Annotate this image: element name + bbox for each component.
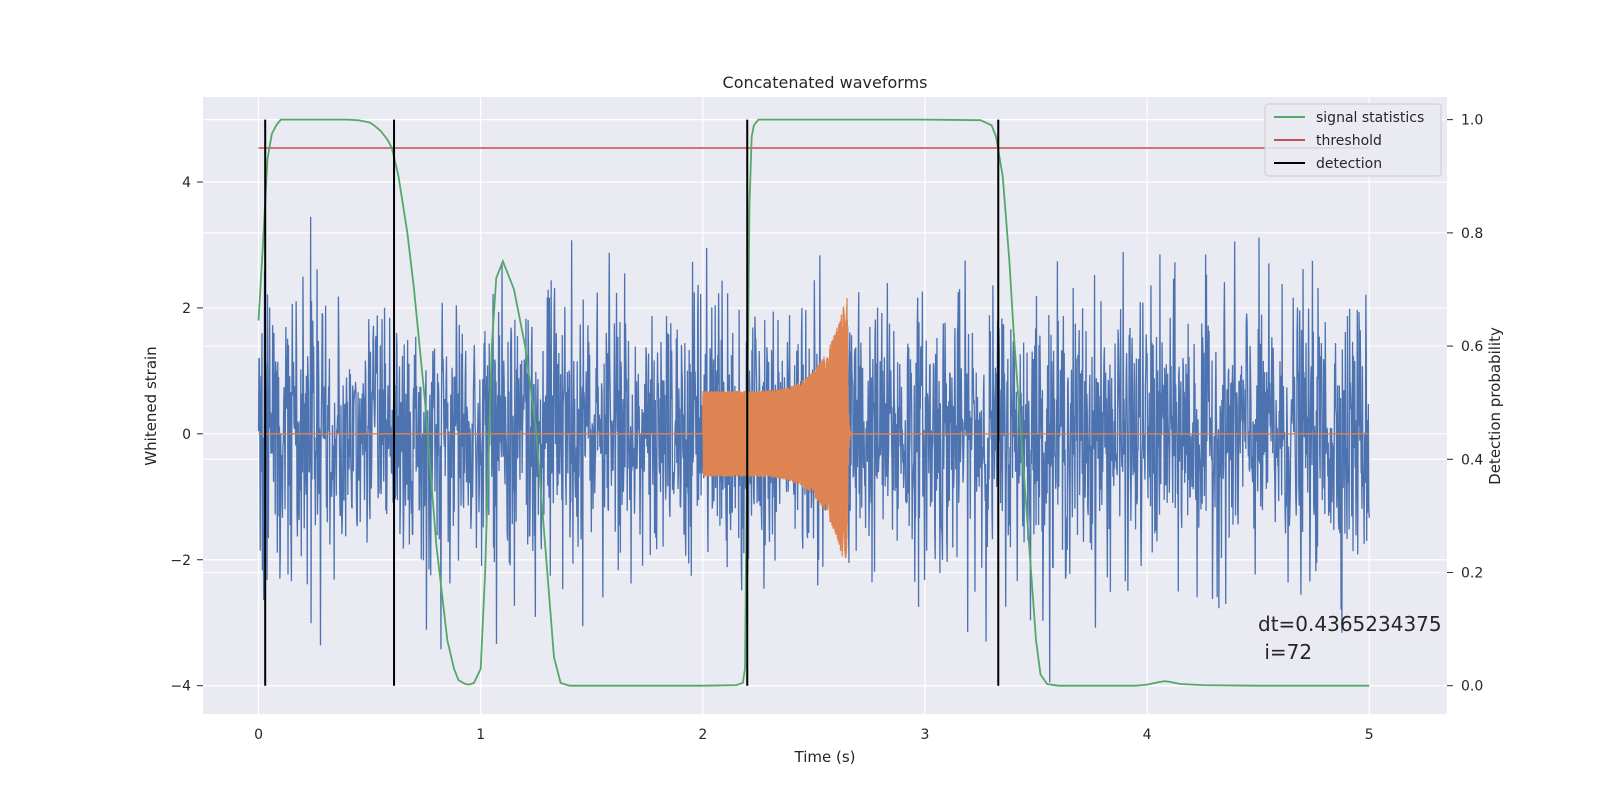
y-right-tick-label: 0.6 xyxy=(1461,339,1483,355)
x-tick-label: 5 xyxy=(1365,727,1374,743)
y-right-tick-label: 0.8 xyxy=(1461,226,1483,242)
y-right-axis-label: Detection probability xyxy=(1486,327,1504,485)
chart-title: Concatenated waveforms xyxy=(723,73,928,92)
y-right-tick-label: 0.0 xyxy=(1461,679,1483,695)
y-right-tick-label: 1.0 xyxy=(1461,113,1483,129)
x-tick-label: 0 xyxy=(254,727,263,743)
annotation-index: i=72 xyxy=(1258,640,1312,664)
x-tick-label: 2 xyxy=(698,727,707,743)
annotation-dt: dt=0.4365234375 xyxy=(1258,612,1442,636)
legend-box xyxy=(1264,103,1442,177)
y-left-axis-label: Whitened strain xyxy=(142,346,160,465)
x-tick-label: 3 xyxy=(921,727,930,743)
y-right-tick-label: 0.2 xyxy=(1461,565,1483,581)
y-left-tick-label: 2 xyxy=(182,301,191,317)
legend-label-detection: detection xyxy=(1316,156,1382,172)
y-left-tick-label: 0 xyxy=(182,427,191,443)
x-tick-label: 1 xyxy=(476,727,485,743)
legend-label-threshold: threshold xyxy=(1316,133,1382,149)
x-axis-ticks: 0 1 2 3 4 5 xyxy=(254,727,1374,743)
y-left-tick-label: −2 xyxy=(170,553,191,569)
y-right-tick-label: 0.4 xyxy=(1461,452,1483,468)
x-axis-label: Time (s) xyxy=(794,748,856,766)
waveform-line xyxy=(258,298,1370,559)
waveform-series xyxy=(258,298,1370,559)
legend: signal statistics threshold detection xyxy=(1264,103,1442,177)
signal-statistics-series xyxy=(257,118,1370,687)
legend-label-signal-statistics: signal statistics xyxy=(1316,110,1424,126)
y-left-tick-label: −4 xyxy=(170,679,191,695)
signal-statistics-line xyxy=(257,118,1370,687)
y-left-tick-label: 4 xyxy=(182,175,191,191)
x-tick-label: 4 xyxy=(1143,727,1152,743)
y-left-axis-ticks: −4 −2 0 2 4 xyxy=(170,175,203,695)
y-right-axis-ticks: 0.0 0.2 0.4 0.6 0.8 1.0 xyxy=(1447,113,1483,695)
detection-series xyxy=(264,119,1000,686)
